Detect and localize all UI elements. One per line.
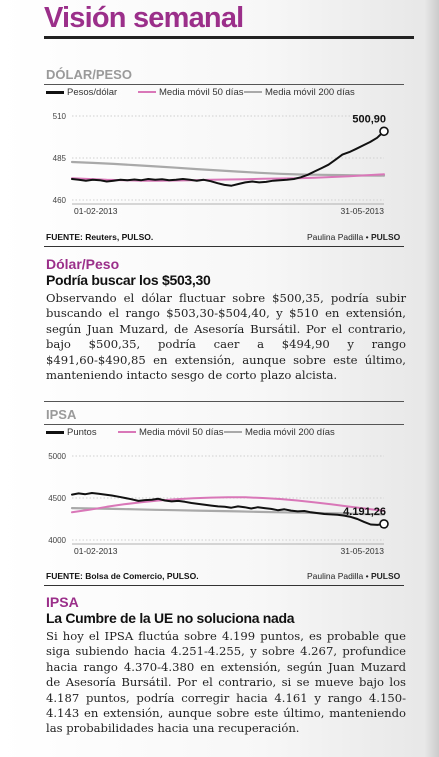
page-title: Visión semanal — [44, 2, 244, 34]
section2-heading: IPSA — [46, 594, 79, 610]
legend-item-ma200: Media móvil 200 días — [224, 427, 335, 438]
series-line-main — [71, 492, 385, 526]
end-value-label: 4.191,26 — [343, 506, 386, 518]
chart1-credit: Paulina Padilla • PULSO — [307, 232, 401, 242]
end-point-marker — [379, 519, 389, 529]
chart2-source: FUENTE: Bolsa de Comercio, PULSO. — [46, 571, 199, 581]
series-line-main — [71, 130, 385, 187]
end-value-label: 500,90 — [352, 113, 386, 125]
chart1-credit-name: Paulina Padilla — [307, 232, 364, 242]
chart1-source: FUENTE: Reuters, PULSO. — [46, 232, 154, 242]
page-edge-shadow — [425, 0, 439, 757]
x-tick-label-end: 31-05-2013 — [341, 206, 385, 216]
series-line-ma200 — [70, 160, 386, 177]
section1-subheading: Podría buscar los $503,30 — [46, 272, 211, 288]
chart2-source-rule — [44, 585, 404, 586]
y-tick-label: 4000 — [48, 536, 66, 545]
chart2-credit: Paulina Padilla • PULSO — [307, 571, 401, 581]
end-point-marker — [379, 126, 389, 137]
y-tick-label: 4500 — [48, 494, 66, 503]
legend-item-ma50: Media móvil 50 días — [118, 427, 223, 438]
series-line-ma50 — [71, 496, 385, 514]
legend-item-ma50: Media móvil 50 días — [138, 87, 243, 98]
chart1-header: DÓLAR/PESO — [46, 67, 132, 82]
y-tick-label: 460 — [53, 196, 67, 205]
y-tick-label: 510 — [53, 112, 67, 121]
x-tick-label-start: 01-02-2013 — [74, 206, 118, 216]
chart1-source-rule — [44, 246, 404, 247]
y-tick-label: 485 — [53, 154, 67, 163]
chart2-credit-name: Paulina Padilla — [307, 571, 364, 581]
chart2-header-rule — [44, 424, 404, 425]
chart1-header-rule — [44, 84, 404, 85]
section1-heading: Dólar/Peso — [46, 256, 120, 272]
section2-subheading: La Cumbre de la UE no soluciona nada — [46, 610, 295, 626]
x-tick-label-start: 01-02-2013 — [74, 546, 118, 556]
legend-item-ma200: Media móvil 200 días — [244, 87, 355, 98]
series-line-ma200 — [70, 506, 386, 516]
chart2-top-rule — [44, 401, 404, 402]
chart2-credit-org: PULSO — [370, 571, 401, 581]
chart2-header: IPSA — [46, 407, 77, 422]
legend-item-series: Pesos/dólar — [46, 87, 117, 98]
legend-item-series: Puntos — [46, 427, 97, 438]
chart1-credit-org: PULSO — [370, 232, 401, 242]
chart1-plot: 510 485 460 500,90 01-02-2013 31-05-2013 — [53, 112, 389, 216]
section1-body: Observando el dólar fluctuar sobre $500,… — [46, 291, 406, 383]
x-tick-label-end: 31-05-2013 — [341, 546, 385, 556]
title-rule — [44, 36, 414, 39]
chart2-plot: 5000 4500 4000 4.191,26 01-02-2013 31-05-2013 — [48, 452, 389, 556]
section2-body: Si hoy el IPSA fluctúa sobre 4.199 punto… — [46, 629, 406, 736]
y-tick-label: 5000 — [48, 452, 66, 461]
